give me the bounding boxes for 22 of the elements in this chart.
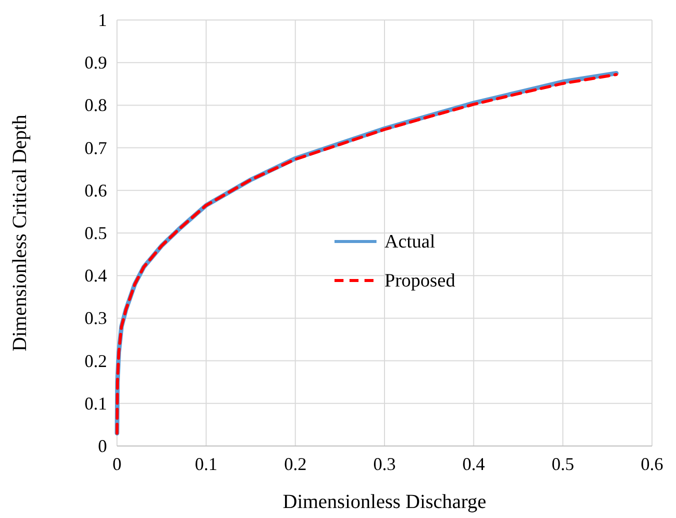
y-tick-label: 0.2	[84, 350, 107, 371]
y-tick-label: 0.6	[84, 180, 107, 200]
legend-label: Actual	[384, 232, 436, 253]
y-tick-label: 0.3	[84, 308, 107, 328]
y-tick-label: 1	[98, 10, 107, 30]
x-tick-label: 0.1	[194, 454, 218, 474]
y-tick-label: 0	[98, 436, 107, 456]
x-tick-label: 0.5	[552, 454, 574, 474]
y-tick-label: 0.8	[84, 95, 107, 116]
x-tick-label: 0.6	[640, 454, 664, 474]
y-tick-label: 0.7	[84, 138, 107, 158]
x-axis-title: Dimensionless Discharge	[282, 491, 486, 513]
y-tick-label: 0.1	[84, 393, 107, 414]
y-axis-title: Dimensionless Critical Depth	[9, 114, 31, 352]
x-tick-label: 0.4	[462, 454, 485, 474]
y-tick-label: 0.5	[84, 223, 107, 243]
legend-label: Proposed	[384, 270, 456, 292]
x-tick-label: 0.2	[284, 454, 307, 474]
x-tick-label: 0.3	[373, 454, 396, 474]
y-tick-label: 0.4	[84, 266, 107, 286]
x-tick-label: 0	[112, 454, 122, 474]
y-tick-label: 0.9	[84, 52, 107, 73]
